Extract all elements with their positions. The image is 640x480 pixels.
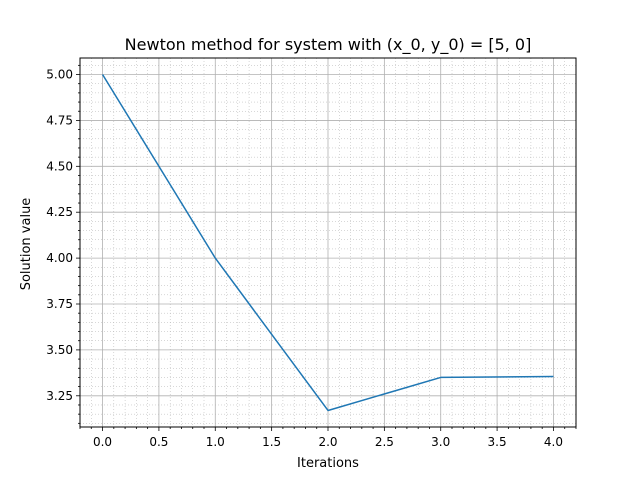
y-tick-label: 3.25 (46, 389, 73, 403)
y-axis-label: Solution value (19, 198, 34, 291)
y-tick-labels: 3.25 3.50 3.75 4.00 4.25 4.50 4.75 5.00 (46, 68, 73, 403)
y-tick-label: 4.25 (46, 205, 73, 219)
x-tick-label: 1.5 (262, 435, 281, 449)
x-tick-label: 2.0 (318, 435, 337, 449)
series-line (101, 74, 554, 412)
series-layer (101, 74, 554, 412)
x-tick-label: 3.0 (431, 435, 450, 449)
y-tick-label: 4.00 (46, 251, 73, 265)
x-tick-label: 3.5 (488, 435, 507, 449)
major-grid (80, 58, 576, 427)
y-tick-label: 4.75 (46, 113, 73, 127)
x-tick-label: 0.5 (149, 435, 168, 449)
x-tick-label: 2.5 (375, 435, 394, 449)
y-tick-label: 4.50 (46, 159, 73, 173)
axis-ticks (76, 64, 577, 431)
y-tick-label: 5.00 (46, 68, 73, 82)
x-tick-label: 0.0 (93, 435, 112, 449)
x-tick-label: 1.0 (206, 435, 225, 449)
x-axis-label: Iterations (297, 456, 359, 471)
x-tick-labels: 0.0 0.5 1.0 1.5 2.0 2.5 3.0 3.5 4.0 (93, 435, 563, 449)
chart-title: Newton method for system with (x_0, y_0)… (125, 35, 532, 55)
y-tick-label: 3.75 (46, 297, 73, 311)
y-tick-label: 3.50 (46, 343, 73, 357)
x-tick-label: 4.0 (544, 435, 563, 449)
